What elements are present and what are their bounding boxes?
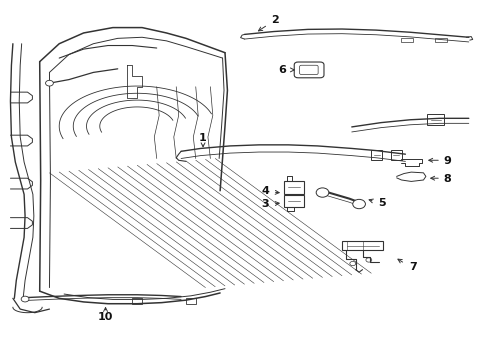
- Bar: [427, 114, 444, 125]
- Bar: [341, 241, 383, 250]
- FancyBboxPatch shape: [299, 65, 318, 75]
- Text: 9: 9: [443, 156, 450, 166]
- Text: 4: 4: [261, 186, 269, 197]
- Bar: [185, 298, 195, 304]
- Circle shape: [365, 258, 371, 262]
- Bar: [370, 149, 381, 159]
- Text: 6: 6: [278, 65, 285, 75]
- Bar: [132, 298, 142, 304]
- Text: 10: 10: [98, 312, 113, 322]
- Text: 8: 8: [443, 174, 450, 184]
- FancyBboxPatch shape: [294, 62, 324, 78]
- Text: 3: 3: [261, 199, 269, 210]
- Circle shape: [352, 199, 365, 209]
- Circle shape: [349, 261, 355, 266]
- Bar: [284, 181, 304, 194]
- Bar: [390, 149, 401, 159]
- Circle shape: [45, 80, 53, 86]
- Text: 7: 7: [408, 262, 416, 272]
- Text: 5: 5: [377, 198, 385, 208]
- Circle shape: [21, 296, 29, 302]
- Bar: [434, 38, 446, 41]
- Bar: [400, 38, 412, 41]
- Text: 2: 2: [270, 15, 278, 26]
- Bar: [284, 195, 304, 207]
- Text: 1: 1: [199, 133, 206, 143]
- Circle shape: [316, 188, 328, 197]
